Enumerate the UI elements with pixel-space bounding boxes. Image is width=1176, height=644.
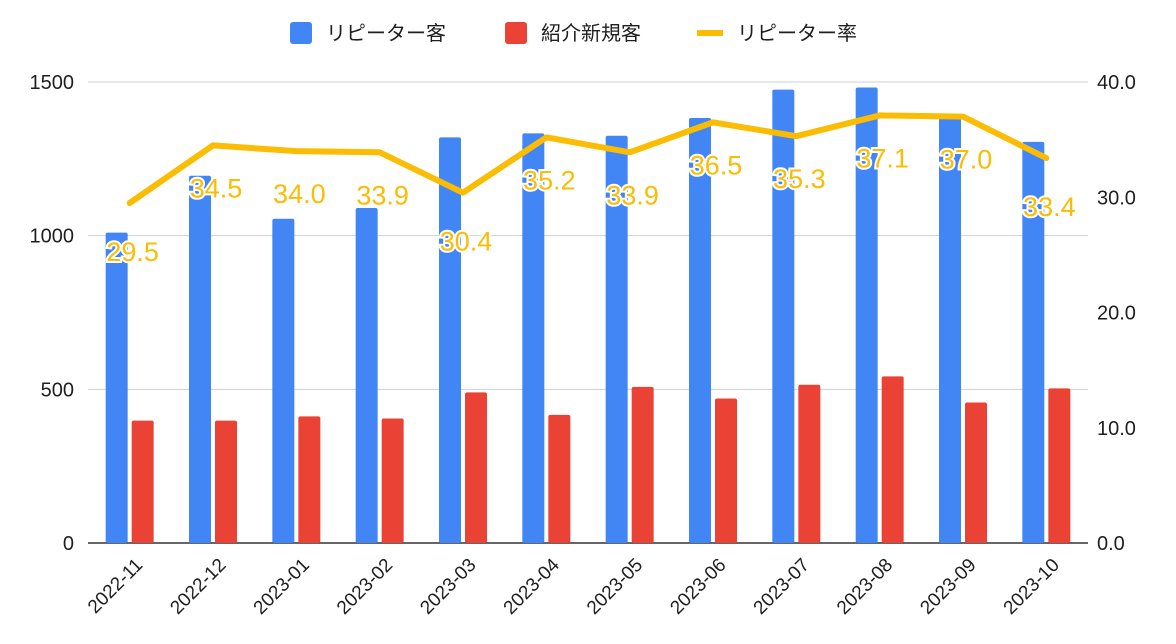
- legend-swatch: [290, 22, 312, 44]
- repeat-rate-data-label: 37.1: [856, 143, 909, 173]
- line-series: [126, 112, 1050, 207]
- bar-referral-customers: [381, 418, 404, 543]
- repeat-rate-data-label: 35.3: [773, 164, 826, 194]
- gridlines: [88, 81, 1088, 544]
- bar-repeat-customers: [772, 89, 795, 543]
- legend-label: 紹介新規客: [541, 21, 641, 45]
- left-y-axis: 0 500 1000 1500: [30, 72, 75, 555]
- legend-repeat-rate: リピーター率: [697, 21, 857, 45]
- right-y-axis: 0.0 10.0 20.0 30.0 40.0: [1097, 72, 1136, 555]
- bar-referral-customers: [1048, 388, 1071, 543]
- bar-referral-customers: [965, 402, 987, 543]
- bar-referral-customers: [465, 392, 487, 543]
- x-axis-tick-label: 2023-10: [1000, 555, 1064, 619]
- repeat-rate-data-label: 36.5: [690, 150, 743, 180]
- repeat-rate-data-label: 33.9: [356, 180, 409, 210]
- right-axis-tick-label: 10.0: [1097, 418, 1136, 440]
- x-axis-tick-label: 2023-01: [250, 555, 314, 619]
- repeat-rate-data-label: 34.5: [190, 173, 243, 203]
- bar-referral-customers: [215, 420, 237, 543]
- legend-referral-customers: 紹介新規客: [505, 21, 641, 45]
- right-axis-tick-label: 30.0: [1097, 187, 1136, 209]
- bar-repeat-customers: [355, 208, 378, 544]
- bar-referral-customers: [798, 384, 821, 543]
- bar-repeat-customers: [689, 117, 711, 543]
- chart-legend: リピーター客 紹介新規客 リピーター率: [290, 21, 857, 45]
- x-axis-tick-label: 2022-11: [84, 555, 147, 618]
- x-axis-tick-label: 2023-04: [500, 554, 564, 618]
- bar-referral-customers: [631, 386, 654, 543]
- x-axis-tick-label: 2023-05: [583, 555, 647, 619]
- repeat-rate-data-label: 34.0: [273, 179, 326, 209]
- right-axis-tick-label: 20.0: [1097, 303, 1136, 325]
- bar-repeat-customers: [522, 133, 545, 544]
- bar-referral-customers: [715, 398, 737, 543]
- bar-referral-customers: [548, 414, 571, 543]
- bar-referral-customers: [881, 376, 904, 543]
- repeat-rate-data-label: 30.4: [440, 227, 493, 257]
- bar-referral-customers: [131, 420, 154, 543]
- line-repeat-rate: [126, 112, 1050, 207]
- left-axis-tick-label: 1000: [30, 226, 75, 248]
- repeat-rate-data-label: 35.2: [523, 165, 576, 195]
- bar-repeat-customers: [605, 135, 628, 544]
- right-axis-tick-label: 0.0: [1097, 533, 1125, 555]
- repeat-rate-data-label: 37.0: [940, 145, 993, 175]
- bar-repeat-customers: [105, 232, 128, 544]
- bar-repeat-customers: [939, 115, 961, 543]
- repeat-rate-data-label: 29.5: [106, 237, 159, 267]
- legend-swatch: [505, 22, 527, 44]
- data-labels: 29.5 34.5 34.0 33.9 30.4 35.2 33.9 36.5 35.3 37.1…: [104, 141, 1077, 269]
- repeat-rate-data-label: 33.4: [1023, 192, 1076, 222]
- left-axis-tick-label: 1500: [30, 72, 75, 94]
- right-axis-tick-label: 40.0: [1097, 72, 1136, 94]
- x-axis-tick-label: 2022-12: [166, 555, 230, 619]
- left-axis-tick-label: 0: [63, 533, 74, 555]
- bar-repeat-customers: [189, 175, 211, 543]
- bar-referral-customers: [298, 416, 321, 543]
- x-axis-tick-label: 2023-02: [333, 555, 397, 619]
- bar-repeat-customers: [855, 87, 878, 544]
- legend-repeat-customers: リピーター客: [290, 21, 446, 45]
- x-axis: 2022-11 2022-12 2023-01 2023-02 2023-03 2023-…: [84, 554, 1064, 618]
- x-axis-tick-label: 2023-08: [833, 555, 897, 619]
- legend-label: リピーター客: [326, 21, 446, 45]
- x-axis-tick-label: 2023-07: [750, 555, 814, 619]
- legend-label: リピーター率: [737, 21, 857, 45]
- bar-series: [105, 87, 1071, 544]
- x-axis-tick-label: 2023-03: [416, 555, 480, 619]
- bar-repeat-customers: [1022, 141, 1045, 543]
- bar-repeat-customers: [272, 218, 295, 543]
- repeat-rate-data-label: 33.9: [606, 180, 659, 210]
- x-axis-tick-label: 2023-06: [666, 555, 730, 619]
- x-axis-tick-label: 2023-09: [916, 555, 980, 619]
- left-axis-tick-label: 500: [41, 379, 74, 401]
- bar-repeat-customers: [439, 137, 461, 543]
